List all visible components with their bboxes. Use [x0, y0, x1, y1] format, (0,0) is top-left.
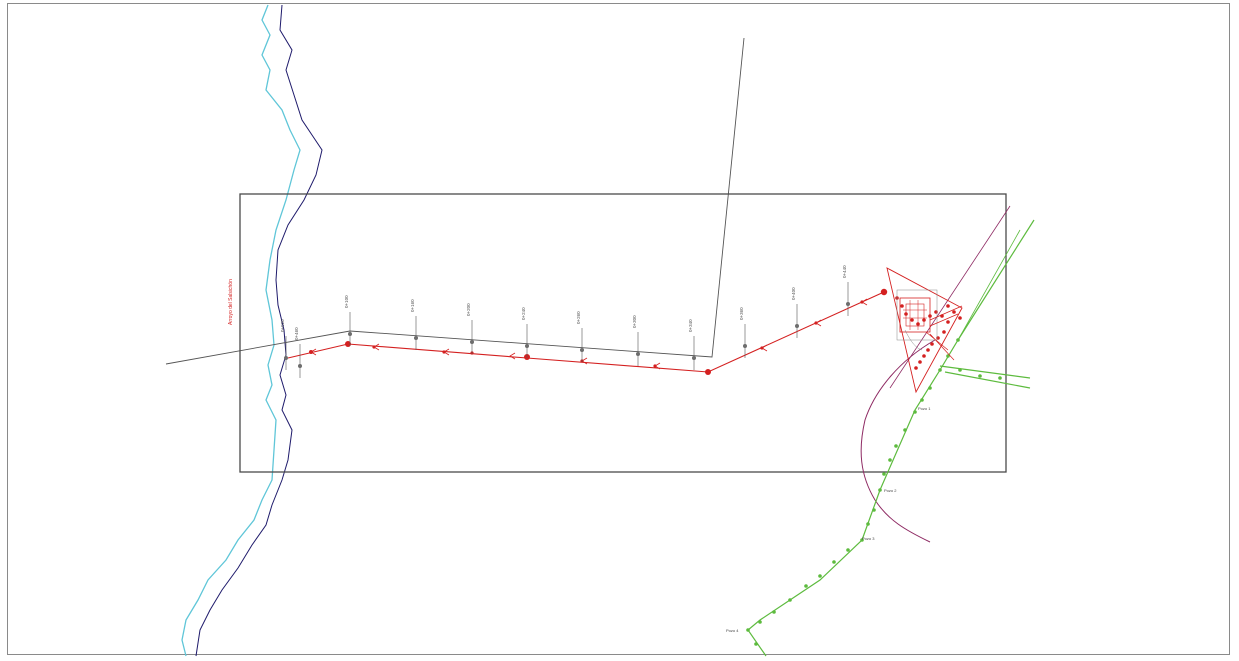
chainage-label: 0+200 — [466, 303, 471, 316]
flow-arrow — [581, 357, 588, 365]
pipeline-node — [918, 360, 922, 364]
green-node — [938, 368, 942, 372]
green-node-label: Pozo 4 — [726, 628, 739, 633]
green-node-label: Pozo 3 — [862, 536, 875, 541]
purple-line-diagonal — [889, 205, 1011, 389]
pipeline-node — [958, 316, 962, 320]
red-triangle — [886, 267, 963, 394]
green-node — [860, 538, 864, 542]
green-node — [746, 628, 750, 632]
purple-curve — [860, 339, 936, 543]
flow-arrow — [373, 343, 380, 351]
green-node — [978, 374, 982, 378]
pipeline-node — [934, 310, 938, 314]
pipeline-node — [922, 354, 926, 358]
pipeline-node — [705, 369, 711, 375]
stream-label: Arroyo del Salsichón — [228, 279, 234, 325]
flow-arrow — [761, 344, 768, 352]
green-nodes: Pozo 1 Pozo 2 Pozo 3 Pozo 4 — [726, 338, 1002, 646]
chainage-node — [743, 344, 747, 348]
green-node — [903, 428, 907, 432]
chainage-node — [298, 364, 302, 368]
chainage-label: 0+400 — [791, 287, 796, 300]
chainage-label: 0+440 — [842, 265, 847, 278]
chainage-node — [580, 348, 584, 352]
chainage-node — [636, 352, 640, 356]
pipeline-node — [880, 288, 888, 296]
road-line — [165, 37, 745, 365]
green-node — [772, 610, 776, 614]
pipeline-node — [946, 320, 950, 324]
pipeline-node — [900, 304, 904, 308]
green-node — [894, 444, 898, 448]
green-node — [832, 560, 836, 564]
chainage-node — [414, 336, 418, 340]
green-node — [913, 410, 917, 414]
flow-arrow — [443, 348, 450, 356]
pipeline-node — [952, 310, 956, 314]
flow-arrow — [310, 348, 317, 356]
green-node — [946, 354, 950, 358]
pipeline-node — [345, 341, 351, 347]
project-frame — [239, 193, 1007, 473]
pipeline-node — [926, 348, 930, 352]
green-node — [866, 522, 870, 526]
flow-arrow — [815, 319, 822, 327]
green-node — [882, 472, 886, 476]
green-node — [888, 458, 892, 462]
green-node — [754, 642, 758, 646]
chainage-node — [846, 302, 850, 306]
pipeline-node — [914, 366, 918, 370]
green-node — [804, 584, 808, 588]
chainage-node — [525, 344, 529, 348]
chainage-node — [692, 356, 696, 360]
chainage-label: 0+460 — [294, 327, 299, 340]
building-cluster — [896, 289, 963, 361]
green-node — [998, 376, 1002, 380]
drawing-sheet — [7, 3, 1230, 655]
pipeline-node — [942, 330, 946, 334]
pipeline-node — [936, 336, 940, 340]
pipeline-node — [946, 304, 950, 308]
chainage-label: 0+020 — [280, 319, 285, 332]
green-node — [956, 338, 960, 342]
river-line-dark — [195, 4, 323, 657]
pipeline-node — [910, 318, 914, 322]
green-node — [958, 368, 962, 372]
green-node-label: Pozo 2 — [884, 488, 897, 493]
green-node — [920, 398, 924, 402]
chainage-label: 0+340 — [688, 319, 693, 332]
red-pipeline — [287, 291, 885, 373]
chainage-label: 0+260 — [576, 311, 581, 324]
chainage-ticks: 0+020 0+100 0+160 0+200 0+240 0+260 0+300 0+340… — [280, 265, 850, 378]
flow-arrow — [654, 362, 661, 370]
green-node — [872, 508, 876, 512]
green-node — [758, 620, 762, 624]
green-node — [846, 548, 850, 552]
green-node — [788, 598, 792, 602]
chainage-label: 0+240 — [521, 307, 526, 320]
flow-arrow — [509, 352, 516, 360]
chainage-node — [284, 356, 288, 360]
chainage-label: 0+160 — [410, 299, 415, 312]
green-node — [878, 488, 882, 492]
flow-arrow — [861, 298, 868, 306]
green-node — [818, 574, 822, 578]
green-node-label: Pozo 1 — [918, 406, 931, 411]
chainage-node — [795, 324, 799, 328]
pipeline-arrows — [309, 288, 962, 375]
chainage-node — [470, 340, 474, 344]
chainage-label: 0+300 — [632, 315, 637, 328]
chainage-label: 0+360 — [739, 307, 744, 320]
pipeline-node — [930, 342, 934, 346]
chainage-label: 0+100 — [344, 295, 349, 308]
chainage-node — [348, 332, 352, 336]
green-node — [928, 386, 932, 390]
